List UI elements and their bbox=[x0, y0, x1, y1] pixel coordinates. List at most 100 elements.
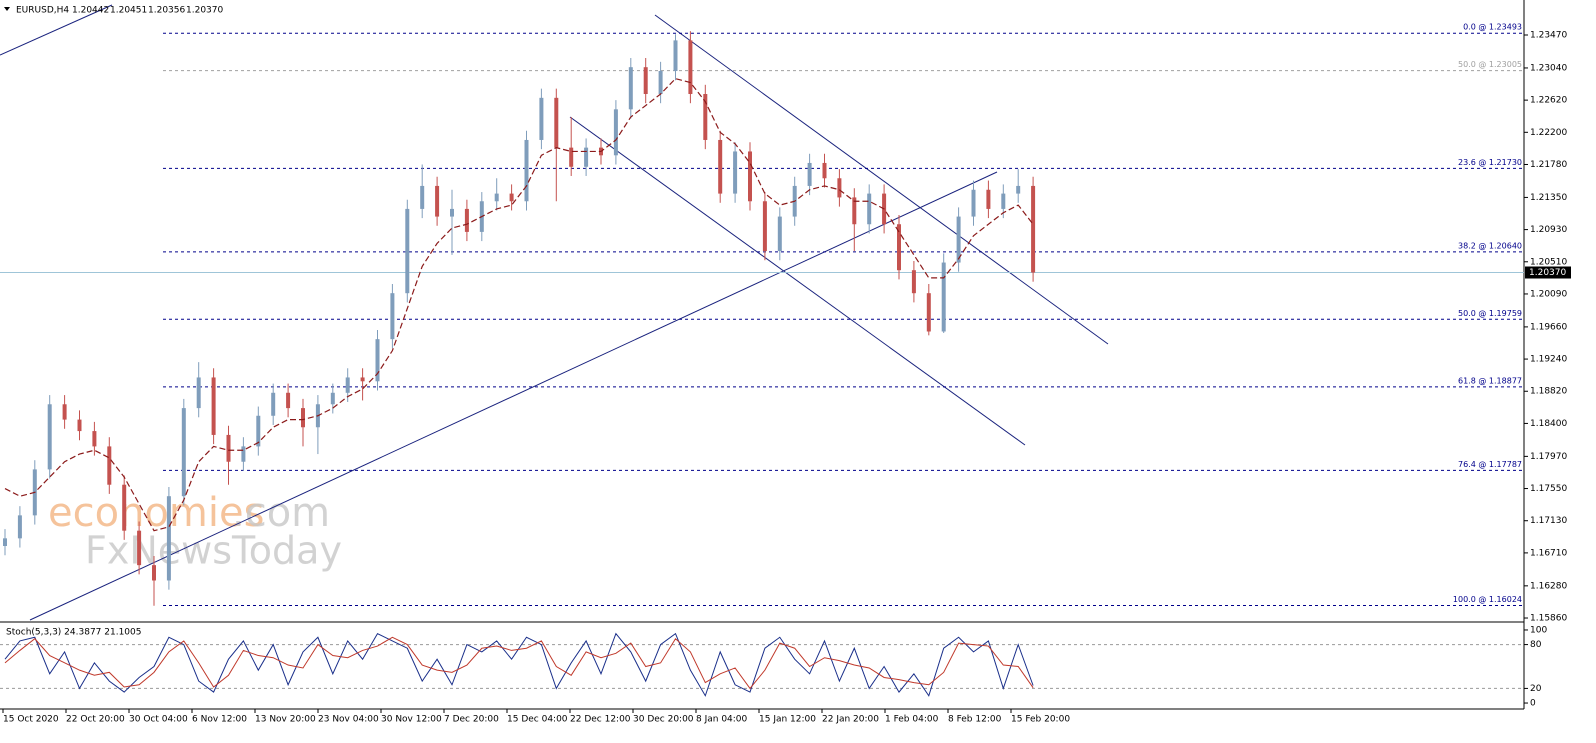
x-tick-label: 8 Feb 12:00 bbox=[948, 715, 1002, 725]
y-tick-label: 1.16710 bbox=[1530, 548, 1567, 558]
y-tick-label: 1.21350 bbox=[1530, 193, 1567, 203]
candle-body bbox=[375, 339, 380, 382]
candle-body bbox=[301, 408, 305, 428]
x-tick-label: 22 Jan 20:00 bbox=[822, 715, 879, 725]
stoch-tick-label: 100 bbox=[1530, 625, 1547, 635]
candle-body bbox=[3, 538, 7, 547]
fib-label: 50.0 @ 1.19759 bbox=[1458, 309, 1522, 318]
current-price-box bbox=[1525, 266, 1571, 279]
candle-body bbox=[837, 178, 842, 198]
candle-body bbox=[196, 377, 201, 409]
y-tick-label: 1.21780 bbox=[1530, 160, 1567, 170]
y-tick-label: 1.18820 bbox=[1530, 387, 1567, 397]
candle-body bbox=[211, 377, 216, 435]
y-tick-label: 1.15860 bbox=[1530, 614, 1567, 624]
candle-body bbox=[271, 392, 276, 416]
candle-body bbox=[673, 40, 678, 72]
candle-body bbox=[643, 67, 648, 95]
stoch-line bbox=[4, 636, 1034, 690]
header-symbol: EURUSD,H4 bbox=[16, 6, 69, 16]
y-tick-label: 1.19660 bbox=[1530, 322, 1567, 332]
candle-body bbox=[122, 484, 127, 531]
candle-body bbox=[658, 71, 663, 95]
candle-body bbox=[137, 530, 142, 566]
candle-body bbox=[867, 193, 872, 225]
candle-body bbox=[986, 189, 991, 209]
y-tick-label: 1.17970 bbox=[1530, 452, 1567, 462]
candle-body bbox=[1031, 185, 1036, 273]
y-tick-label: 1.22200 bbox=[1530, 128, 1567, 138]
stoch-line bbox=[4, 632, 1034, 697]
candle-body bbox=[1016, 185, 1021, 194]
candle-body bbox=[539, 97, 544, 140]
fib-label: 76.4 @ 1.17787 bbox=[1458, 460, 1522, 469]
current-price-label: 1.20370 bbox=[1529, 268, 1566, 278]
y-tick-label: 1.20090 bbox=[1530, 289, 1567, 299]
candle-body bbox=[420, 185, 425, 209]
x-tick-label: 30 Oct 04:00 bbox=[129, 715, 188, 725]
y-tick-label: 1.20930 bbox=[1530, 225, 1567, 235]
header-price: 1.20451 bbox=[110, 6, 147, 16]
candle-body bbox=[17, 515, 22, 539]
y-tick-label: 1.18400 bbox=[1530, 419, 1567, 429]
candle-body bbox=[613, 109, 618, 156]
candle-body bbox=[286, 392, 291, 409]
y-tick-label: 1.23470 bbox=[1530, 31, 1567, 41]
watermark-suffix: .com bbox=[232, 490, 330, 536]
candle-body bbox=[464, 208, 469, 232]
candle-body bbox=[241, 446, 246, 462]
header-price: 1.20370 bbox=[186, 6, 223, 16]
candle-body bbox=[77, 419, 82, 432]
candle-body bbox=[226, 434, 231, 462]
candle-body bbox=[47, 404, 52, 470]
candle-body bbox=[733, 151, 738, 194]
y-tick-label: 1.19240 bbox=[1530, 355, 1567, 365]
x-tick-label: 8 Jan 04:00 bbox=[696, 715, 748, 725]
candle-body bbox=[822, 162, 827, 179]
candle-body bbox=[360, 377, 365, 382]
candle-body bbox=[509, 193, 514, 202]
trend-line bbox=[0, 4, 113, 56]
candle-body bbox=[926, 293, 931, 332]
x-tick-label: 30 Nov 12:00 bbox=[381, 715, 442, 725]
x-tick-label: 15 Oct 2020 bbox=[3, 715, 59, 725]
candle-body bbox=[450, 208, 454, 217]
x-tick-label: 23 Nov 04:00 bbox=[318, 715, 379, 725]
candle-body bbox=[971, 189, 976, 217]
header-price: 1.20442 bbox=[72, 6, 109, 16]
candle-body bbox=[807, 162, 812, 186]
x-tick-label: 15 Jan 12:00 bbox=[759, 715, 816, 725]
candle-body bbox=[152, 565, 156, 581]
candle-body bbox=[941, 262, 946, 332]
candle-body bbox=[62, 404, 67, 420]
header-price: 1.20356 bbox=[148, 6, 185, 16]
candle-body bbox=[628, 67, 633, 110]
fib-label: 100.0 @ 1.16024 bbox=[1453, 595, 1522, 604]
watermark-sub: FxNewsToday bbox=[85, 529, 342, 573]
candle-body bbox=[703, 94, 708, 140]
candle-body bbox=[1001, 193, 1006, 209]
y-tick-label: 1.17130 bbox=[1530, 516, 1567, 526]
candle-body bbox=[405, 208, 410, 294]
x-tick-label: 13 Nov 20:00 bbox=[255, 715, 316, 725]
candle-body bbox=[777, 216, 782, 252]
stoch-tick-label: 80 bbox=[1530, 640, 1542, 650]
candle-body bbox=[852, 197, 857, 225]
fib-label: 61.8 @ 1.18877 bbox=[1458, 376, 1522, 385]
y-tick-label: 1.23040 bbox=[1530, 63, 1567, 73]
x-tick-label: 1 Feb 04:00 bbox=[885, 715, 939, 725]
candle-body bbox=[554, 97, 559, 148]
x-tick-label: 22 Oct 20:00 bbox=[66, 715, 125, 725]
candle-body bbox=[524, 139, 529, 202]
candle-body bbox=[181, 408, 186, 497]
candle-body bbox=[688, 40, 693, 95]
candle-body bbox=[92, 431, 97, 447]
candle-body bbox=[762, 201, 767, 252]
x-tick-label: 7 Dec 20:00 bbox=[444, 715, 499, 725]
header-arrow bbox=[4, 7, 10, 11]
candle-body bbox=[956, 216, 961, 263]
y-tick-label: 1.17550 bbox=[1530, 484, 1567, 494]
